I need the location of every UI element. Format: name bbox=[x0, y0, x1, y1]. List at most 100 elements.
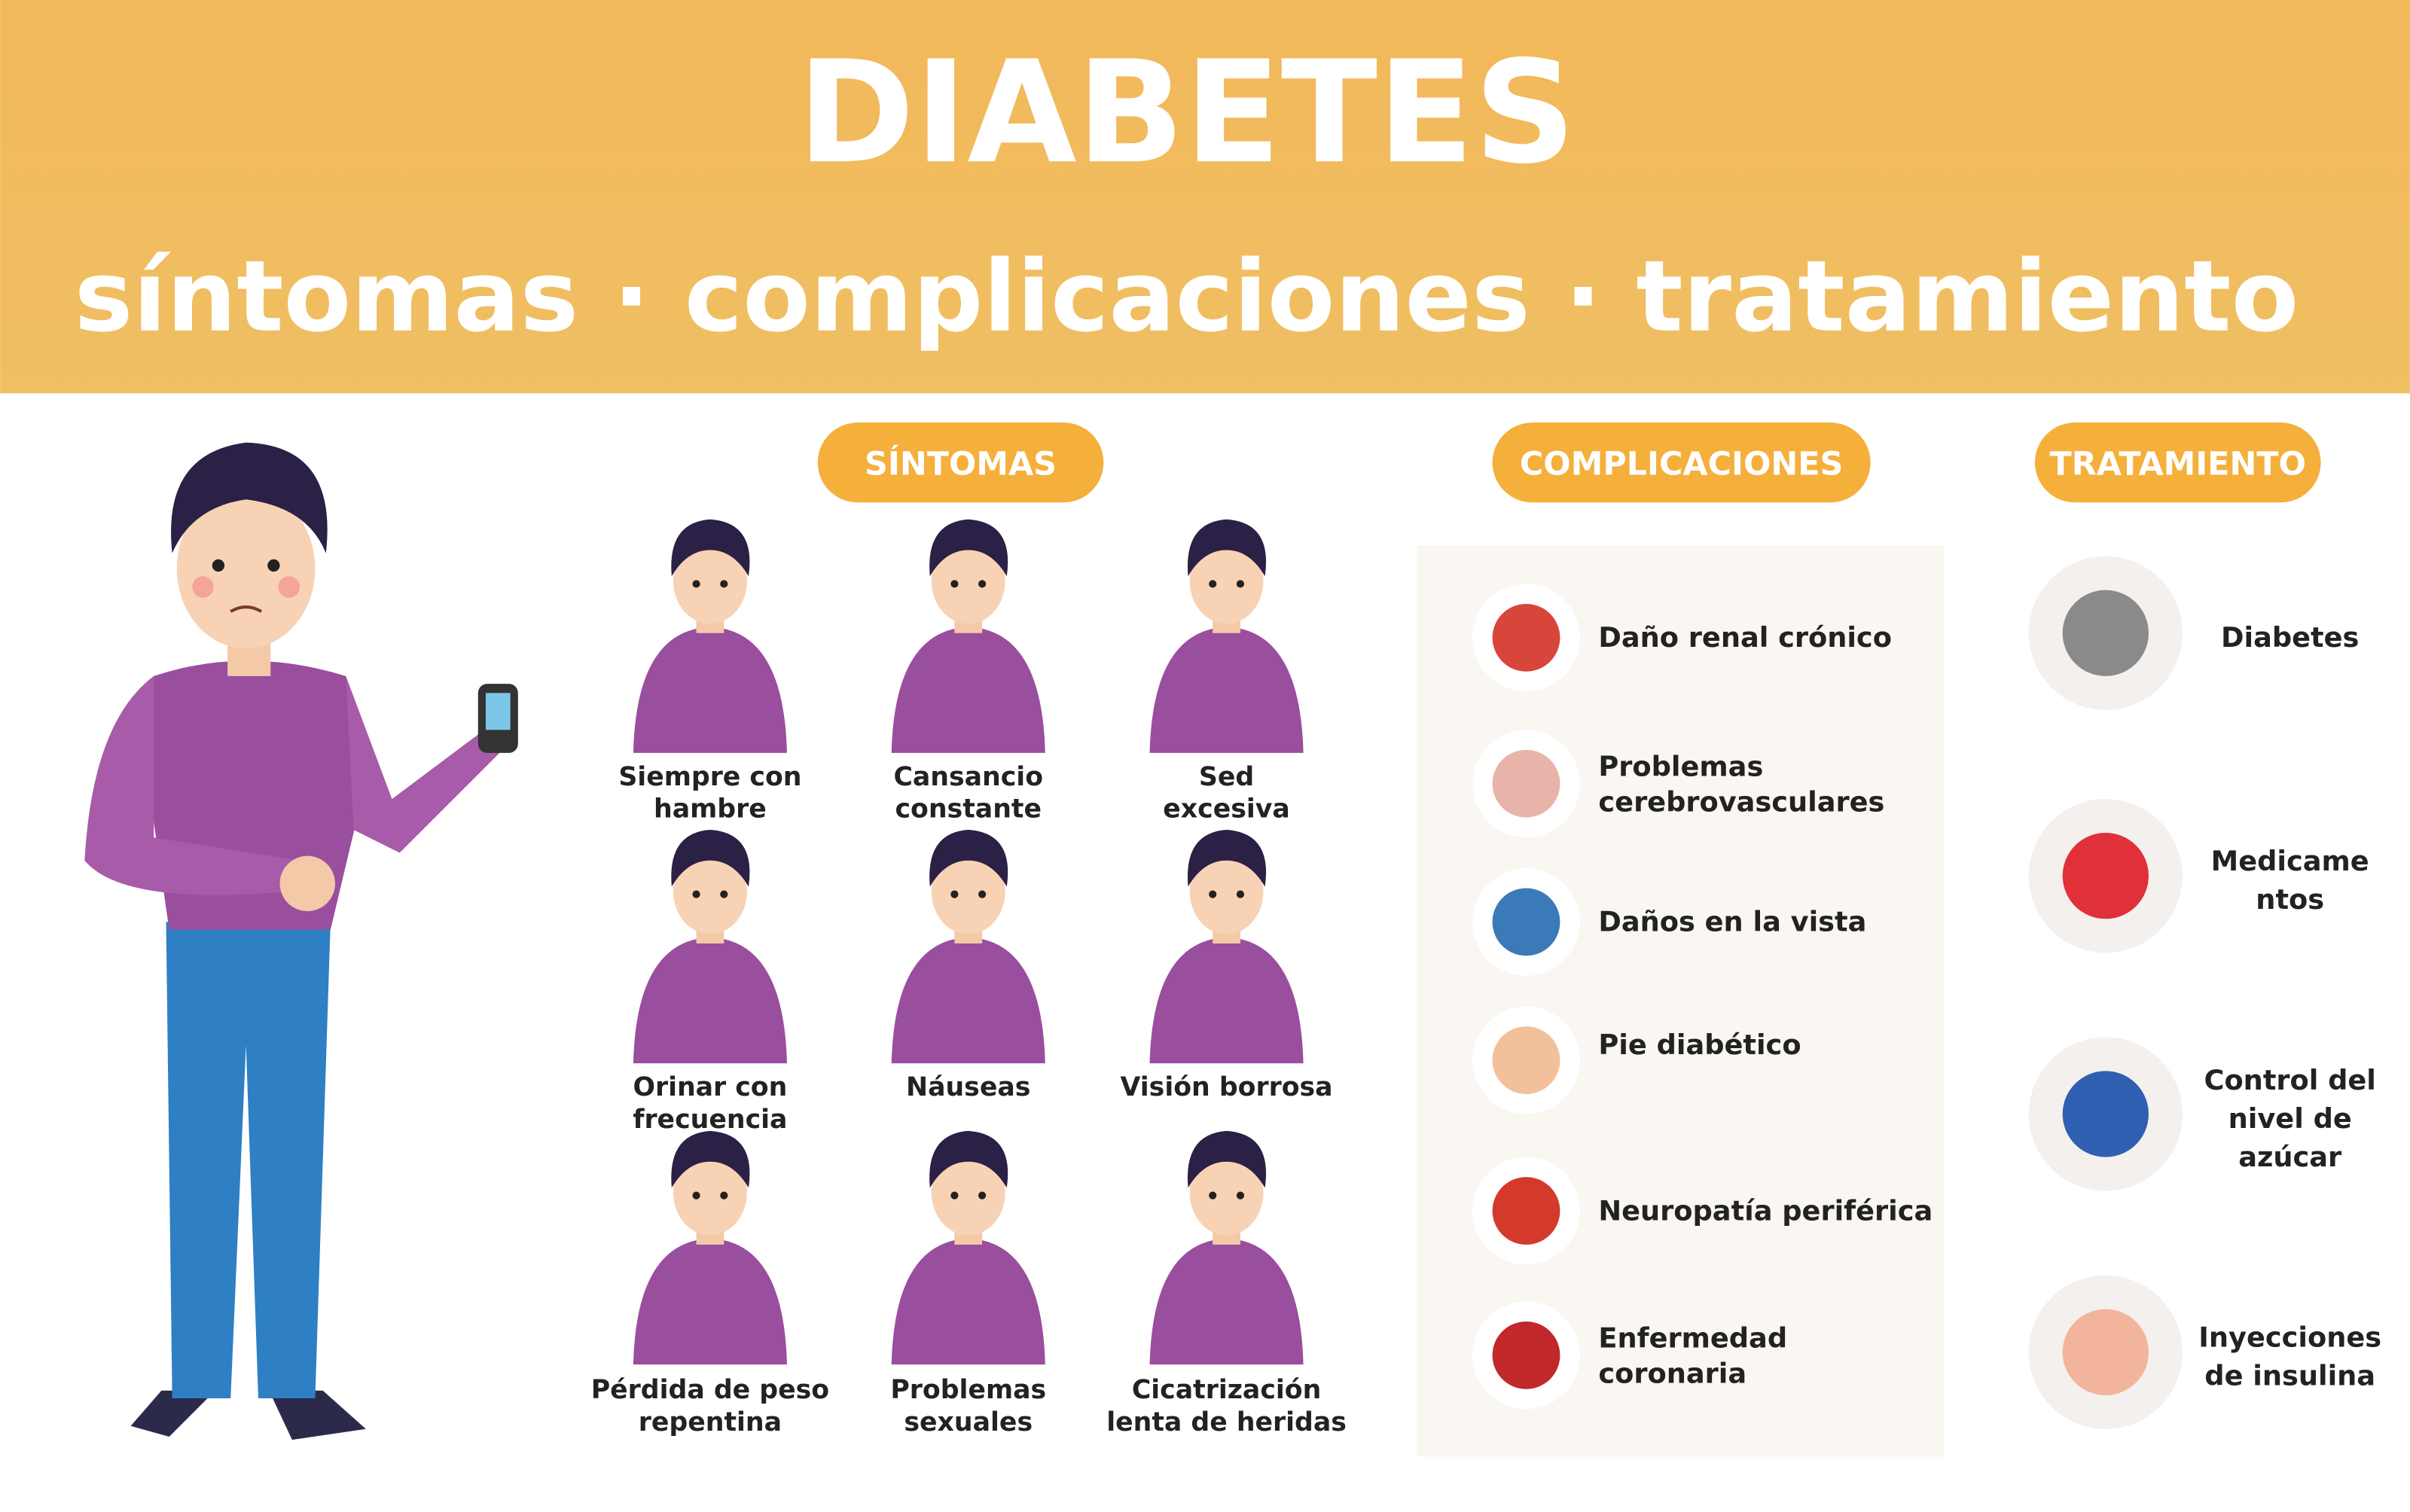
eye bbox=[1209, 580, 1217, 588]
item-label: Náuseas bbox=[906, 1072, 1030, 1102]
person-icon bbox=[633, 1130, 787, 1365]
section-label: COMPLICACIONES bbox=[1520, 446, 1844, 483]
item-label: Cicatrización bbox=[1132, 1375, 1321, 1405]
complication-icon bbox=[1492, 1321, 1560, 1389]
body bbox=[891, 937, 1045, 1064]
section-pill bbox=[1492, 422, 1871, 503]
eye bbox=[978, 580, 987, 588]
head bbox=[673, 848, 747, 934]
item-label: Diabetes bbox=[2221, 621, 2359, 654]
item-label: azúcar bbox=[2238, 1141, 2341, 1173]
item-label: constante bbox=[895, 794, 1042, 825]
person-icon bbox=[633, 519, 787, 753]
item-label: de insulina bbox=[2204, 1360, 2375, 1392]
eye bbox=[978, 1191, 987, 1200]
eye bbox=[720, 580, 728, 588]
complication-icon bbox=[1492, 749, 1560, 818]
item-label: Cansancio bbox=[893, 762, 1043, 792]
person-icon bbox=[891, 1130, 1045, 1365]
eye bbox=[692, 1191, 700, 1200]
eye bbox=[950, 580, 959, 588]
eye bbox=[720, 890, 728, 898]
complication-icon bbox=[1492, 603, 1560, 672]
person-icon bbox=[633, 829, 787, 1064]
eye bbox=[950, 890, 959, 898]
item-label: excesiva bbox=[1163, 794, 1290, 825]
item-label: Neuropatía periférica bbox=[1598, 1194, 1933, 1227]
person-icon bbox=[891, 829, 1045, 1064]
subtitle: síntomas · complicaciones · tratamiento bbox=[75, 239, 2299, 354]
person-icon bbox=[1149, 1130, 1304, 1365]
head bbox=[673, 1149, 747, 1236]
item-label: Visión borrosa bbox=[1121, 1072, 1333, 1102]
complication-icon bbox=[1492, 1026, 1560, 1094]
eye bbox=[978, 890, 987, 898]
item-label: Medicame bbox=[2211, 845, 2369, 877]
hair bbox=[929, 519, 1008, 577]
hair bbox=[1187, 1130, 1267, 1188]
item-label: Problemas bbox=[1598, 751, 1763, 783]
hair bbox=[929, 1130, 1008, 1188]
header-band bbox=[0, 0, 2410, 394]
item-label: Problemas bbox=[890, 1375, 1046, 1405]
item-label: Sed bbox=[1199, 762, 1254, 792]
item-label: coronaria bbox=[1598, 1358, 1746, 1390]
section-pill bbox=[817, 422, 1104, 503]
eye bbox=[1236, 890, 1245, 898]
section-pill bbox=[2034, 422, 2321, 503]
eye bbox=[692, 890, 700, 898]
hair bbox=[1187, 519, 1267, 577]
treatment-icon bbox=[2062, 833, 2149, 919]
treatment-icon bbox=[2062, 590, 2149, 676]
treatment-icon bbox=[2062, 1309, 2149, 1395]
item-label: lenta de heridas bbox=[1106, 1407, 1347, 1437]
complication-icon bbox=[1492, 888, 1560, 956]
item-label: frecuencia bbox=[633, 1105, 787, 1135]
body bbox=[633, 626, 787, 753]
item-label: sexuales bbox=[904, 1407, 1033, 1437]
item-label: Inyecciones bbox=[2198, 1321, 2381, 1354]
body bbox=[1149, 626, 1304, 753]
item-label: repentina bbox=[639, 1407, 782, 1437]
body bbox=[891, 626, 1045, 753]
person-icon bbox=[1149, 519, 1304, 753]
hair bbox=[671, 1130, 750, 1188]
item-label: Pie diabético bbox=[1598, 1029, 1801, 1061]
title: DIABETES bbox=[798, 31, 1576, 195]
item-label: ntos bbox=[2256, 883, 2324, 916]
item-label: cerebrovasculares bbox=[1598, 785, 1884, 818]
body bbox=[891, 1238, 1045, 1365]
treatment-icon bbox=[2062, 1071, 2149, 1157]
item-label: Daño renal crónico bbox=[1598, 621, 1892, 654]
eye bbox=[1236, 580, 1245, 588]
item-label: Siempre con bbox=[618, 762, 801, 792]
eye bbox=[1209, 1191, 1217, 1200]
item-label: nivel de bbox=[2228, 1102, 2352, 1135]
item-label: Control del bbox=[2204, 1064, 2376, 1096]
hair bbox=[671, 829, 750, 887]
complications-panel bbox=[1417, 545, 1945, 1457]
item-label: Pérdida de peso bbox=[591, 1375, 829, 1405]
body bbox=[633, 1238, 787, 1365]
body bbox=[633, 937, 787, 1064]
person-icon bbox=[1149, 829, 1304, 1064]
body bbox=[1149, 1238, 1304, 1365]
main-figure bbox=[84, 442, 518, 1440]
head bbox=[673, 538, 747, 624]
eye bbox=[950, 1191, 959, 1200]
hair bbox=[929, 829, 1008, 887]
section-label: TRATAMIENTO bbox=[2050, 446, 2306, 483]
head bbox=[1189, 848, 1264, 934]
head bbox=[1189, 538, 1264, 624]
section-label: SÍNTOMAS bbox=[865, 445, 1057, 483]
eye bbox=[1209, 890, 1217, 898]
complication-icon bbox=[1492, 1177, 1560, 1245]
person-icon bbox=[891, 519, 1045, 753]
body bbox=[1149, 937, 1304, 1064]
item-label: Orinar con bbox=[633, 1072, 787, 1102]
head bbox=[931, 1149, 1005, 1236]
item-label: Enfermedad bbox=[1598, 1322, 1787, 1355]
hair bbox=[671, 519, 750, 577]
